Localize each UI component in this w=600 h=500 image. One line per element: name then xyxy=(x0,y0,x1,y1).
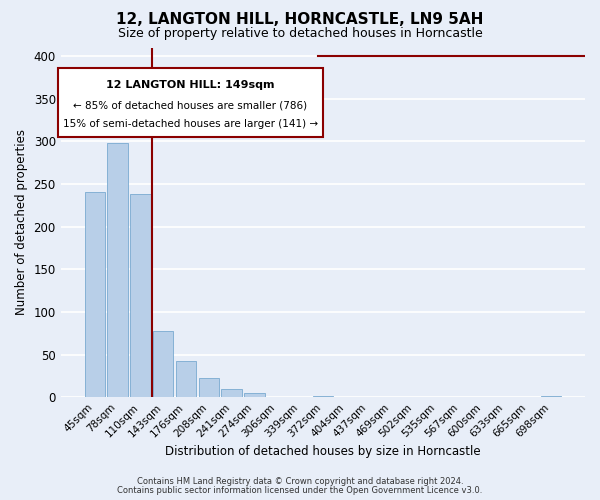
Text: 15% of semi-detached houses are larger (141) →: 15% of semi-detached houses are larger (… xyxy=(63,119,318,129)
Text: Contains public sector information licensed under the Open Government Licence v3: Contains public sector information licen… xyxy=(118,486,482,495)
Bar xyxy=(153,330,173,397)
Bar xyxy=(541,396,561,397)
Text: ← 85% of detached houses are smaller (786): ← 85% of detached houses are smaller (78… xyxy=(73,100,308,110)
Bar xyxy=(221,388,242,397)
FancyBboxPatch shape xyxy=(58,68,323,136)
X-axis label: Distribution of detached houses by size in Horncastle: Distribution of detached houses by size … xyxy=(165,444,481,458)
Y-axis label: Number of detached properties: Number of detached properties xyxy=(15,130,28,316)
Text: 12 LANGTON HILL: 149sqm: 12 LANGTON HILL: 149sqm xyxy=(106,80,275,90)
Bar xyxy=(244,393,265,397)
Bar xyxy=(176,360,196,397)
Bar xyxy=(130,194,151,397)
Bar xyxy=(107,143,128,397)
Bar xyxy=(313,396,333,397)
Text: 12, LANGTON HILL, HORNCASTLE, LN9 5AH: 12, LANGTON HILL, HORNCASTLE, LN9 5AH xyxy=(116,12,484,28)
Text: Contains HM Land Registry data © Crown copyright and database right 2024.: Contains HM Land Registry data © Crown c… xyxy=(137,477,463,486)
Bar xyxy=(199,378,219,397)
Text: Size of property relative to detached houses in Horncastle: Size of property relative to detached ho… xyxy=(118,28,482,40)
Bar xyxy=(85,192,105,397)
